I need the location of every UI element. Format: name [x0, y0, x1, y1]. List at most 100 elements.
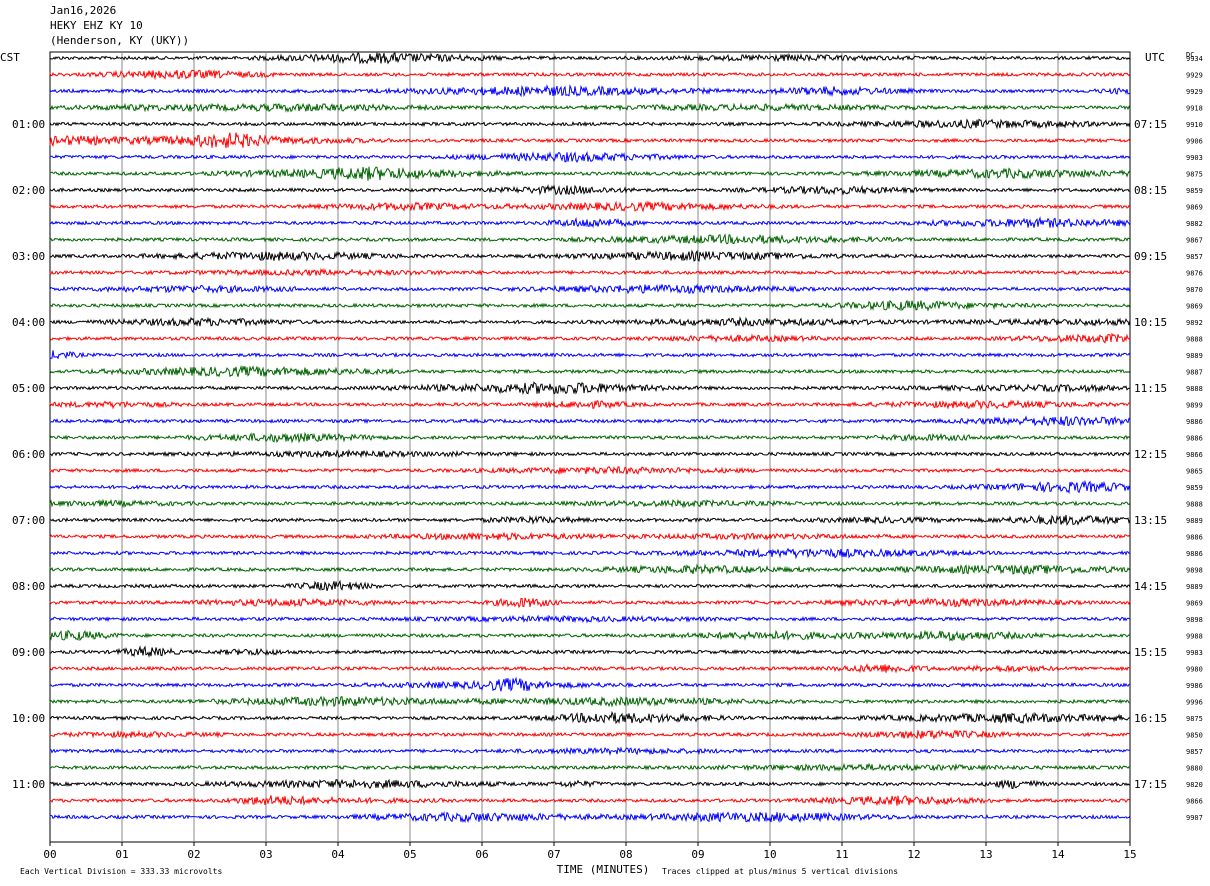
dc-offset-value: 9875: [1186, 171, 1203, 179]
dc-offset-value: 9859: [1186, 187, 1203, 195]
trace-1: [49, 52, 1131, 65]
trace-4: [49, 102, 1131, 113]
dc-offset-value: 9886: [1186, 435, 1203, 443]
dc-offset-value: 9910: [1186, 121, 1203, 129]
dc-offset-value: 9903: [1186, 154, 1203, 162]
dc-offset-value: 9988: [1186, 633, 1203, 641]
trace-19: [49, 350, 1131, 360]
trace-31: [49, 547, 1131, 560]
x-tick-label: 04: [331, 848, 345, 861]
dc-offset-value: 9934: [1186, 55, 1203, 63]
dc-offset-value: 9888: [1186, 501, 1203, 509]
dc-offset-value: 9888: [1186, 385, 1203, 393]
right-hour-label: 13:15: [1134, 514, 1167, 527]
left-hour-label: 04:00: [12, 316, 45, 329]
trace-40: [49, 695, 1131, 708]
left-hour-label: 08:00: [12, 580, 45, 593]
trace-47: [49, 810, 1131, 824]
x-tick-label: 14: [1051, 848, 1065, 861]
right-hour-label: 09:15: [1134, 250, 1167, 263]
dc-offset-value: 9859: [1186, 484, 1203, 492]
dc-offset-value: 9850: [1186, 732, 1203, 740]
x-tick-label: 12: [907, 848, 920, 861]
header-station: HEKY EHZ KY 10: [50, 19, 143, 32]
left-hour-label: 05:00: [12, 382, 45, 395]
dc-offset-value: 9899: [1186, 402, 1203, 410]
dc-offset-value: 9869: [1186, 204, 1203, 212]
dc-offset-value: 9892: [1186, 319, 1203, 327]
dc-offset-value: 9887: [1186, 369, 1203, 377]
dc-offset-value: 9889: [1186, 583, 1203, 591]
left-hour-label: 10:00: [12, 712, 45, 725]
dc-offset-value: 9869: [1186, 303, 1203, 311]
trace-38: [49, 662, 1131, 674]
trace-32: [49, 563, 1131, 576]
dc-offset-value: 9929: [1186, 88, 1203, 96]
x-tick-label: 01: [115, 848, 128, 861]
trace-12: [49, 233, 1131, 245]
dc-offset-value: 9986: [1186, 682, 1203, 690]
plot-frame: [49, 51, 1131, 843]
dc-offset-value: 9870: [1186, 286, 1203, 294]
trace-3: [49, 83, 1131, 98]
dc-offset-value: 9820: [1186, 781, 1203, 789]
trace-27: [49, 479, 1131, 494]
trace-23: [49, 415, 1131, 427]
dc-offset-value: 9898: [1186, 616, 1203, 624]
dc-offset-value: 9980: [1186, 666, 1203, 674]
right-hour-label: 07:15: [1134, 118, 1167, 131]
dc-offset-value: 9886: [1186, 418, 1203, 426]
dc-offset-value: 9889: [1186, 352, 1203, 360]
footer-clip-note: Traces clipped at plus/minus 5 vertical …: [662, 867, 899, 876]
dc-offset-value: 9906: [1186, 138, 1203, 146]
right-hour-label: 11:15: [1134, 382, 1167, 395]
right-hour-label: 16:15: [1134, 712, 1167, 725]
dc-offset-value: 9886: [1186, 534, 1203, 542]
left-hour-label: 11:00: [12, 778, 45, 791]
trace-22: [49, 399, 1130, 411]
left-hour-label: 07:00: [12, 514, 45, 527]
left-axis-title: CST: [0, 51, 20, 64]
dc-offset-value: 9880: [1186, 765, 1203, 773]
trace-29: [49, 514, 1131, 527]
trace-42: [49, 729, 1131, 740]
dc-offset-value: 9918: [1186, 105, 1203, 113]
trace-37: [49, 645, 1131, 658]
trace-16: [49, 299, 1131, 312]
left-hour-label: 09:00: [12, 646, 45, 659]
dc-offset-value: 9929: [1186, 72, 1203, 80]
x-tick-label: 02: [187, 848, 200, 861]
x-tick-label: 13: [979, 848, 992, 861]
trace-41: [49, 710, 1131, 725]
dc-offset-value: 9888: [1186, 336, 1203, 344]
trace-10: [49, 200, 1131, 213]
right-hour-label: 12:15: [1134, 448, 1167, 461]
trace-46: [49, 794, 1131, 807]
x-tick-label: 15: [1123, 848, 1136, 861]
left-hour-label: 01:00: [12, 118, 45, 131]
dc-offset-value: 9866: [1186, 798, 1203, 806]
header-location: (Henderson, KY (UKY)): [50, 34, 190, 47]
trace-43: [49, 746, 1131, 756]
trace-45: [49, 778, 1131, 790]
footer-scale-note: Each Vertical Division = 333.33 microvol…: [20, 867, 223, 876]
dc-offset-value: 9886: [1186, 550, 1203, 558]
right-hour-label: 14:15: [1134, 580, 1167, 593]
trace-34: [49, 596, 1131, 609]
trace-24: [49, 431, 1131, 444]
trace-2: [49, 69, 1131, 81]
trace-21: [49, 381, 1131, 395]
right-hour-label: 08:15: [1134, 184, 1167, 197]
trace-18: [49, 332, 1131, 344]
x-tick-label: 05: [403, 848, 416, 861]
trace-13: [49, 249, 1131, 262]
x-tick-label: 00: [43, 848, 56, 861]
dc-offset-value: 9865: [1186, 468, 1203, 476]
trace-11: [49, 216, 1131, 229]
left-hour-label: 03:00: [12, 250, 45, 263]
dc-offset-value: 9898: [1186, 567, 1203, 575]
trace-14: [49, 267, 1131, 277]
x-tick-label: 08: [619, 848, 632, 861]
trace-20: [49, 364, 1131, 378]
right-hour-label: 17:15: [1134, 778, 1167, 791]
